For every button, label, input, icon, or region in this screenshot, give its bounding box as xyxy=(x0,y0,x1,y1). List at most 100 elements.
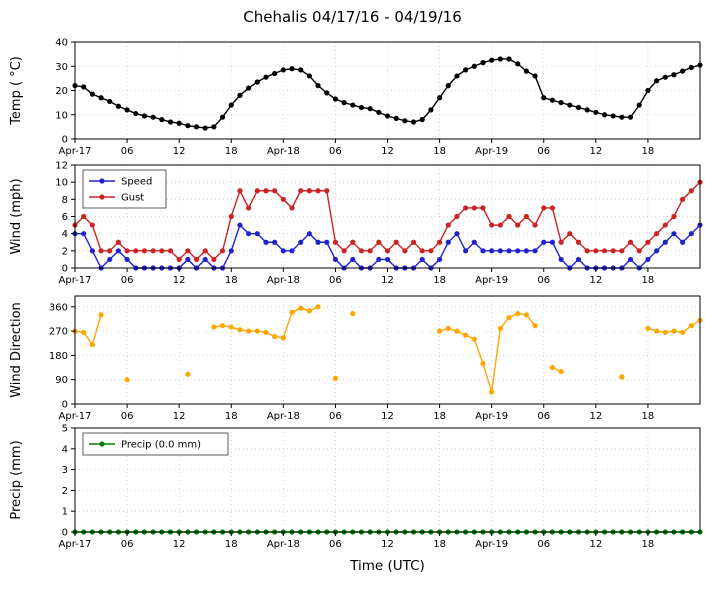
svg-text:0: 0 xyxy=(62,400,68,411)
svg-text:12: 12 xyxy=(381,411,394,422)
svg-text:18: 18 xyxy=(225,146,238,157)
svg-text:06: 06 xyxy=(537,146,550,157)
svg-text:0: 0 xyxy=(62,264,68,275)
svg-text:Apr-18: Apr-18 xyxy=(267,275,300,286)
svg-text:18: 18 xyxy=(642,539,655,550)
svg-text:Apr-18: Apr-18 xyxy=(267,146,300,157)
svg-text:18: 18 xyxy=(642,146,655,157)
svg-text:18: 18 xyxy=(225,539,238,550)
y-axis: 0 2 4 6 8 10 12 xyxy=(55,161,75,275)
svg-text:Apr-18: Apr-18 xyxy=(267,539,300,550)
svg-text:06: 06 xyxy=(329,275,342,286)
svg-text:06: 06 xyxy=(121,275,134,286)
svg-text:180: 180 xyxy=(49,351,68,362)
svg-text:30: 30 xyxy=(55,62,68,73)
grid xyxy=(74,41,700,140)
svg-text:Apr-19: Apr-19 xyxy=(475,275,508,286)
svg-text:0: 0 xyxy=(62,528,68,539)
svg-text:12: 12 xyxy=(381,275,394,286)
svg-text:12: 12 xyxy=(173,275,186,286)
svg-text:06: 06 xyxy=(329,146,342,157)
y-axis: 0 90 180 270 360 xyxy=(49,302,75,411)
temp-series xyxy=(72,56,703,131)
y-axis-title: Wind (mph) xyxy=(9,178,24,254)
svg-text:2: 2 xyxy=(62,486,68,497)
svg-text:Apr-19: Apr-19 xyxy=(475,411,508,422)
svg-text:4: 4 xyxy=(62,229,68,240)
svg-text:360: 360 xyxy=(49,302,68,313)
subplot-precip-mm: Apr-17 06 12 18 Apr-18 06 12 18 Apr-19 06 12 180123… xyxy=(9,424,703,550)
svg-text:12: 12 xyxy=(173,539,186,550)
svg-text:12: 12 xyxy=(589,539,602,550)
svg-text:18: 18 xyxy=(642,275,655,286)
x-axis: Apr-17 06 12 18 Apr-18 06 12 18 Apr-19 06 12 18 xyxy=(59,404,655,422)
legend-label: Gust xyxy=(121,193,144,204)
direction-series xyxy=(72,304,703,395)
svg-text:06: 06 xyxy=(537,539,550,550)
x-axis: Apr-17 06 12 18 Apr-18 06 12 18 Apr-19 06 12 18 xyxy=(59,532,655,550)
svg-text:18: 18 xyxy=(433,539,446,550)
svg-text:8: 8 xyxy=(62,195,68,206)
svg-text:6: 6 xyxy=(62,212,68,223)
svg-text:06: 06 xyxy=(537,275,550,286)
svg-text:12: 12 xyxy=(173,146,186,157)
chart-title: Chehalis 04/17/16 - 04/19/16 xyxy=(243,8,462,26)
svg-text:12: 12 xyxy=(589,411,602,422)
subplot-wind-direction: Apr-17 06 12 18 Apr-18 06 12 18 Apr-19 06 12 180901… xyxy=(9,295,703,422)
subplot-wind-mph: Apr-17 06 12 18 Apr-18 06 12 18 Apr-19 06 12 18 0 2 4 6… xyxy=(9,161,703,286)
svg-text:12: 12 xyxy=(381,146,394,157)
svg-text:270: 270 xyxy=(49,327,68,338)
svg-text:06: 06 xyxy=(121,411,134,422)
gust-series xyxy=(72,179,703,263)
svg-text:40: 40 xyxy=(55,38,68,49)
svg-text:06: 06 xyxy=(329,539,342,550)
svg-text:12: 12 xyxy=(381,539,394,550)
legend-label: Speed xyxy=(121,177,152,188)
legend: Speed Gust xyxy=(82,169,167,209)
svg-text:Apr-17: Apr-17 xyxy=(59,146,92,157)
grid xyxy=(74,296,700,405)
x-axis: Apr-17 06 12 18 Apr-18 06 12 18 Apr-19 06 12 18 xyxy=(59,139,655,157)
svg-text:2: 2 xyxy=(62,246,68,257)
legend: Precip (0.0 mm) xyxy=(82,432,229,456)
y-axis: 0 1 2 3 4 5 xyxy=(62,424,75,539)
svg-text:18: 18 xyxy=(225,411,238,422)
svg-text:1: 1 xyxy=(62,507,68,518)
svg-text:5: 5 xyxy=(62,424,68,435)
svg-text:12: 12 xyxy=(589,275,602,286)
svg-text:18: 18 xyxy=(225,275,238,286)
svg-text:12: 12 xyxy=(55,161,68,172)
svg-text:06: 06 xyxy=(121,146,134,157)
svg-text:18: 18 xyxy=(433,146,446,157)
svg-text:4: 4 xyxy=(62,444,68,455)
svg-text:Apr-17: Apr-17 xyxy=(59,411,92,422)
svg-text:06: 06 xyxy=(121,539,134,550)
svg-text:20: 20 xyxy=(55,86,68,97)
svg-text:90: 90 xyxy=(55,375,68,386)
subplot-temp-c: Apr-17 06 12 18 Apr-18 06 12 18 Apr-19 06 12 18 0 10 2… xyxy=(9,38,703,157)
svg-text:06: 06 xyxy=(329,411,342,422)
svg-text:12: 12 xyxy=(589,146,602,157)
svg-text:Apr-19: Apr-19 xyxy=(475,146,508,157)
svg-text:0: 0 xyxy=(62,135,68,146)
x-axis: Apr-17 06 12 18 Apr-18 06 12 18 Apr-19 06 12 18 xyxy=(59,268,655,286)
y-axis: 0 10 20 30 40 xyxy=(55,38,75,146)
svg-text:Apr-19: Apr-19 xyxy=(475,539,508,550)
svg-text:Apr-17: Apr-17 xyxy=(59,539,92,550)
svg-text:18: 18 xyxy=(433,275,446,286)
x-axis-label: Time (UTC) xyxy=(350,558,425,574)
svg-text:12: 12 xyxy=(173,411,186,422)
svg-text:06: 06 xyxy=(537,411,550,422)
legend-label: Precip (0.0 mm) xyxy=(121,440,201,451)
svg-text:18: 18 xyxy=(642,411,655,422)
svg-text:Apr-17: Apr-17 xyxy=(59,275,92,286)
svg-text:Apr-18: Apr-18 xyxy=(267,411,300,422)
y-axis-title: Precip (mm) xyxy=(9,440,24,519)
svg-text:10: 10 xyxy=(55,110,68,121)
svg-text:3: 3 xyxy=(62,465,68,476)
svg-text:18: 18 xyxy=(433,411,446,422)
y-axis-title: Wind Direction xyxy=(9,302,24,398)
svg-text:10: 10 xyxy=(55,178,68,189)
